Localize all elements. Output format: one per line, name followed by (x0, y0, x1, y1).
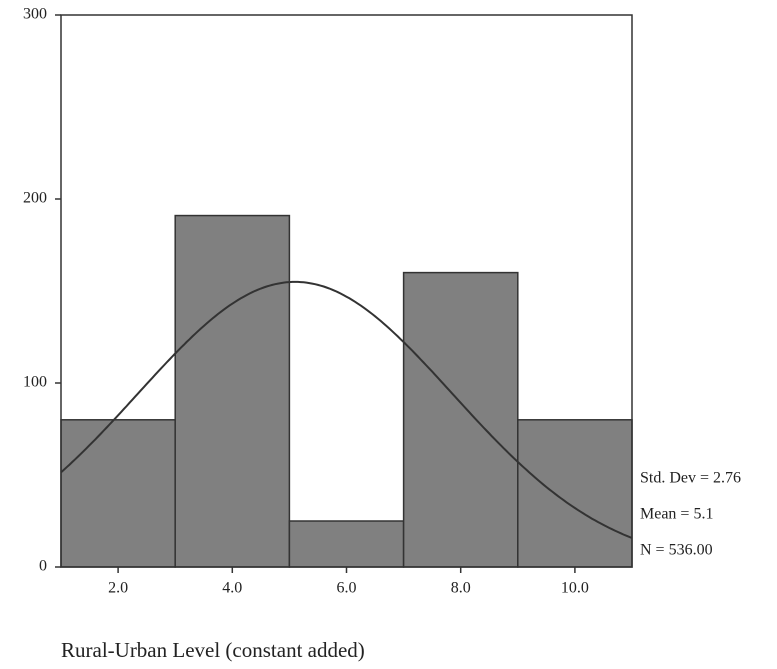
x-tick-label: 10.0 (561, 580, 589, 597)
x-tick-label: 4.0 (222, 580, 242, 597)
x-axis-label: Rural-Urban Level (constant added) (61, 638, 365, 662)
y-tick-label: 300 (23, 6, 47, 23)
x-tick-label: 6.0 (337, 580, 357, 597)
y-tick-label: 0 (39, 558, 47, 575)
y-tick-label: 100 (23, 374, 47, 391)
y-tick-label: 200 (23, 190, 47, 207)
bar (174, 214, 291, 568)
bar (288, 520, 405, 568)
x-tick-label: 2.0 (108, 580, 128, 597)
stat-label: Mean = 5.1 (640, 506, 713, 523)
bar (517, 419, 633, 568)
normal-curve (60, 280, 633, 539)
bar (60, 419, 176, 568)
stat-label: N = 536.00 (640, 542, 713, 559)
bar (402, 271, 519, 568)
x-tick-label: 8.0 (451, 580, 471, 597)
stat-label: Std. Dev = 2.76 (640, 470, 741, 487)
